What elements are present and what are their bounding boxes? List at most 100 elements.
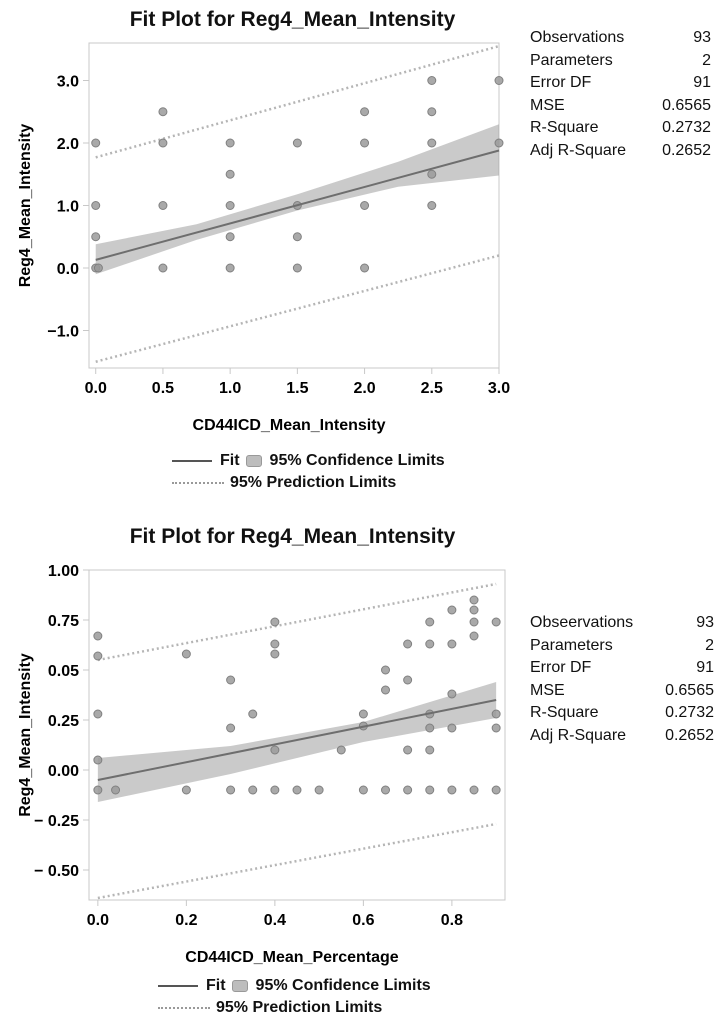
x-axis-label: CD44ICD_Mean_Intensity [193, 417, 386, 434]
data-point [425, 785, 435, 795]
data-point [381, 665, 391, 675]
prediction-line-swatch [172, 482, 224, 484]
legend-confidence-label: 95% Confidence Limits [255, 977, 431, 994]
y-axis-label: Reg4_Mean_Intensity [17, 653, 34, 817]
data-point [91, 201, 101, 210]
stat-label: R-Square [530, 704, 599, 722]
data-point [469, 617, 479, 627]
x-tick-label: 0.4 [264, 912, 286, 929]
data-point [93, 651, 103, 661]
data-point [158, 107, 168, 117]
fit-line-swatch [158, 985, 198, 987]
stat-value: 0.6565 [662, 96, 711, 114]
data-point [427, 169, 437, 179]
data-point [225, 138, 235, 148]
data-point [248, 709, 258, 719]
stat-label: Error DF [530, 659, 592, 677]
data-point [225, 232, 235, 242]
stat-row: Adj R-Square 0.2652 [530, 725, 714, 748]
data-point [158, 263, 168, 273]
stat-row: Obseervations 93 [530, 612, 714, 635]
y-axis-label: Reg4_Mean_Intensity [17, 124, 34, 288]
legend: Fit 95% Confidence Limits 95% Prediction… [158, 975, 431, 1019]
data-point [248, 785, 258, 795]
data-point [93, 631, 103, 641]
data-point [336, 745, 346, 755]
data-point [91, 138, 101, 148]
fit-plot-1: −1.0 0.0 1.0 2.0 3.0 0.0 0.5 1.0 1.5 2.0 2.5 3.0 CD4… [17, 42, 510, 434]
prediction-line-swatch [158, 1007, 210, 1009]
stat-value: 91 [696, 659, 714, 677]
data-point [91, 232, 101, 242]
data-point [427, 76, 437, 85]
stat-value: 2 [705, 636, 714, 654]
stat-row: R-Square 0.2732 [530, 117, 711, 140]
stat-row: R-Square 0.2732 [530, 702, 714, 725]
legend-fit-label: Fit [206, 977, 226, 994]
y-tick-label: 1.0 [57, 199, 79, 216]
data-point [491, 785, 501, 795]
x-axis-label: CD44ICD_Mean_Percentage [185, 949, 399, 966]
x-tick-label: 3.0 [488, 380, 510, 397]
stat-label: Parameters [530, 51, 613, 69]
data-point [469, 785, 479, 795]
data-point [427, 138, 437, 148]
data-point [93, 263, 103, 273]
stat-label: Error DF [530, 74, 592, 92]
stat-label: Parameters [530, 636, 613, 654]
x-tick-label: 0.8 [441, 912, 463, 929]
data-point [469, 595, 479, 605]
stat-label: MSE [530, 96, 565, 114]
data-point [403, 785, 413, 795]
x-tick-label: 2.5 [421, 380, 443, 397]
data-point [292, 263, 302, 273]
data-point [181, 649, 191, 659]
stat-label: Adj R-Square [530, 726, 627, 744]
stat-value: 0.2732 [665, 704, 714, 722]
data-point [314, 785, 324, 795]
data-point [447, 785, 457, 795]
data-point [360, 263, 370, 273]
x-tick-label: 0.2 [175, 912, 197, 929]
stat-value: 0.2652 [665, 726, 714, 744]
stat-label: Adj R-Square [530, 141, 627, 159]
stat-row: Adj R-Square 0.2652 [530, 140, 711, 163]
data-point [427, 107, 437, 117]
confidence-band-swatch [231, 980, 248, 992]
data-point [425, 745, 435, 755]
stat-value: 91 [693, 74, 711, 92]
data-point [158, 138, 168, 148]
y-tick-label: 1.00 [48, 563, 79, 580]
data-point [381, 685, 391, 695]
fit-plot-2: − 0.50 − 0.25 0.00 0.25 0.05 0.75 1.00 0.0 0.2 0.… [17, 563, 506, 966]
data-point [270, 745, 280, 755]
data-point [225, 201, 235, 210]
data-point [181, 785, 191, 795]
stat-row: MSE 0.6565 [530, 680, 714, 703]
stat-value: 93 [696, 614, 714, 632]
data-point [270, 639, 280, 649]
data-point [381, 785, 391, 795]
confidence-band [95, 124, 499, 275]
data-point [225, 263, 235, 273]
x-tick-label: 1.0 [219, 380, 241, 397]
stat-row: Error DF 91 [530, 72, 711, 95]
stat-row: Error DF 91 [530, 657, 714, 680]
data-point [469, 605, 479, 615]
fit-plot-panel-2: Fit Plot for Reg4_Mean_Intensity − 0.50−… [0, 515, 717, 1020]
data-point [158, 201, 168, 210]
data-point [427, 201, 437, 210]
stat-value: 0.2732 [662, 119, 711, 137]
y-tick-label: 0.0 [57, 261, 79, 278]
confidence-band [97, 682, 497, 802]
data-point [425, 639, 435, 649]
y-tick-label: 0.00 [48, 763, 79, 780]
data-point [360, 107, 370, 117]
stat-label: Obseervations [530, 614, 634, 632]
stat-label: R-Square [530, 119, 599, 137]
stat-row: Parameters 2 [530, 50, 711, 73]
data-point [226, 785, 236, 795]
x-tick-label: 1.5 [286, 380, 308, 397]
x-tick-label: 0.0 [85, 380, 107, 397]
data-point [491, 723, 501, 733]
